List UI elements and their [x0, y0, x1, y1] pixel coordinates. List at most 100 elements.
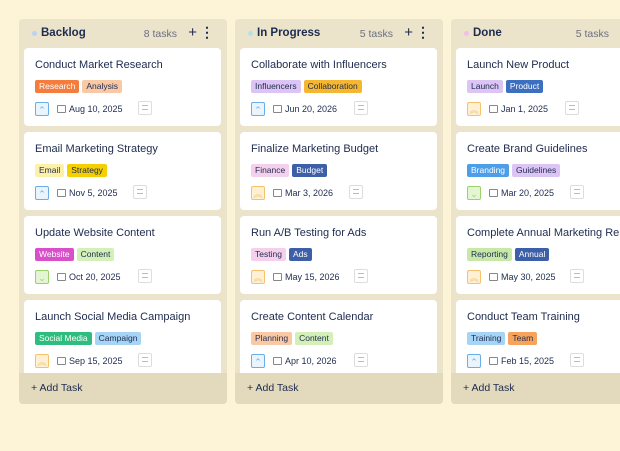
calendar-icon — [489, 273, 498, 281]
task-card[interactable]: Conduct Team Training Training Team ⌃ Feb 15… — [456, 300, 620, 373]
menu-button[interactable]: ⋮ — [416, 24, 430, 40]
tag: Branding — [467, 164, 510, 177]
description-icon[interactable] — [570, 269, 585, 283]
due-date: Apr 10, 2026 — [285, 356, 337, 366]
calendar-icon — [273, 105, 282, 113]
tag: Content — [76, 248, 115, 261]
description-icon[interactable] — [354, 353, 369, 367]
card-title: Conduct Market Research — [35, 59, 163, 71]
tag: Email — [35, 164, 65, 177]
priority-icon[interactable]: ⌃ — [35, 186, 49, 200]
card-title: Collaborate with Influencers — [251, 59, 387, 71]
tag: Testing — [251, 248, 286, 261]
tag: Website — [35, 248, 74, 261]
menu-button[interactable]: ⋮ — [200, 24, 214, 40]
calendar-icon — [57, 105, 66, 113]
column-footer: + Add Task — [451, 373, 620, 404]
due-date: Feb 15, 2025 — [501, 356, 555, 366]
description-icon[interactable] — [570, 185, 585, 199]
task-card[interactable]: Email Marketing Strategy Email Strategy ⌃ No… — [24, 132, 221, 210]
tag: Budget — [292, 164, 328, 177]
task-card[interactable]: Launch Social Media Campaign Social Media… — [24, 300, 221, 373]
due-date: Aug 10, 2025 — [69, 104, 123, 114]
description-icon[interactable] — [349, 185, 364, 199]
task-count: 8 tasks — [143, 28, 177, 40]
task-card[interactable]: Collaborate with Influencers Influencers C… — [240, 48, 437, 126]
priority-icon[interactable]: ⌃ — [467, 354, 481, 368]
tag: Finance — [251, 164, 290, 177]
tag: Training — [467, 332, 506, 345]
tag: Research — [35, 80, 80, 93]
task-card[interactable]: Run A/B Testing for Ads Testing Ads ︽ May 15… — [240, 216, 437, 294]
description-icon[interactable] — [138, 101, 153, 115]
tag-list: Research Analysis — [35, 80, 123, 93]
add-task-button[interactable]: + Add Task — [31, 382, 83, 394]
priority-icon[interactable]: ︽ — [467, 270, 481, 284]
task-card[interactable]: Conduct Market Research Research Analysis ⌃… — [24, 48, 221, 126]
priority-icon[interactable]: ⌃ — [251, 354, 265, 368]
tag-list: Finance Budget — [251, 164, 328, 177]
calendar-icon — [489, 189, 498, 197]
task-card[interactable]: Launch New Product Launch Product ︽ Jan 1, 2… — [456, 48, 620, 126]
tag: Analysis — [82, 80, 123, 93]
description-icon[interactable] — [565, 101, 580, 115]
add-button[interactable]: + — [404, 24, 413, 41]
column: Backlog 8 tasks + ⋮ Conduct Market Research R… — [19, 19, 227, 404]
calendar-icon — [273, 357, 282, 365]
tag: Content — [295, 332, 333, 345]
tag: Guidelines — [512, 164, 561, 177]
tag-list: Planning Content — [251, 332, 333, 345]
tag-list: Launch Product — [467, 80, 544, 93]
card-list: Conduct Market Research Research Analysis ⌃… — [24, 48, 221, 373]
column-header: Backlog 8 tasks + ⋮ — [19, 19, 227, 48]
column-title: Backlog — [41, 27, 86, 39]
calendar-icon — [273, 189, 282, 197]
card-title: Complete Annual Marketing Report — [467, 227, 620, 239]
tag-list: Email Strategy — [35, 164, 107, 177]
status-dot — [32, 31, 37, 36]
due-date: Mar 3, 2026 — [285, 188, 334, 198]
tag: Social Media — [35, 332, 92, 345]
add-button[interactable]: + — [188, 24, 197, 41]
priority-icon[interactable]: ⌃ — [251, 102, 265, 116]
priority-icon[interactable]: ︽ — [467, 102, 481, 116]
tag: Influencers — [251, 80, 301, 93]
priority-icon[interactable]: ︽ — [251, 270, 265, 284]
card-title: Conduct Team Training — [467, 311, 580, 323]
due-date: May 30, 2025 — [501, 272, 556, 282]
tag: Campaign — [94, 332, 142, 345]
add-task-button[interactable]: + Add Task — [463, 382, 515, 394]
card-title: Update Website Content — [35, 227, 155, 239]
tag: Team — [508, 332, 538, 345]
priority-icon[interactable]: ⌄ — [35, 270, 49, 284]
due-date: Jun 20, 2026 — [285, 104, 338, 114]
status-dot — [464, 31, 469, 36]
task-card[interactable]: Create Content Calendar Planning Content ⌃ A… — [240, 300, 437, 373]
tag: Strategy — [67, 164, 107, 177]
task-card[interactable]: Finalize Marketing Budget Finance Budget ︽ M… — [240, 132, 437, 210]
tag: Ads — [288, 248, 312, 261]
card-title: Email Marketing Strategy — [35, 143, 158, 155]
card-list: Launch New Product Launch Product ︽ Jan 1, 2… — [456, 48, 620, 373]
description-icon[interactable] — [354, 269, 369, 283]
priority-icon[interactable]: ⌃ — [35, 102, 49, 116]
add-task-button[interactable]: + Add Task — [247, 382, 299, 394]
task-card[interactable]: Complete Annual Marketing Report Reportin… — [456, 216, 620, 294]
task-card[interactable]: Update Website Content Website Content ⌄ Oct… — [24, 216, 221, 294]
tag-list: Training Team — [467, 332, 538, 345]
task-card[interactable]: Create Brand Guidelines Branding Guideline… — [456, 132, 620, 210]
tag-list: Testing Ads — [251, 248, 312, 261]
calendar-icon — [57, 273, 66, 281]
description-icon[interactable] — [133, 185, 148, 199]
card-title: Create Content Calendar — [251, 311, 374, 323]
description-icon[interactable] — [138, 353, 153, 367]
description-icon[interactable] — [570, 353, 585, 367]
priority-icon[interactable]: ︽ — [251, 186, 265, 200]
priority-icon[interactable]: ︽ — [35, 354, 49, 368]
tag: Reporting — [467, 248, 512, 261]
priority-icon[interactable]: ⌄ — [467, 186, 481, 200]
description-icon[interactable] — [354, 101, 369, 115]
description-icon[interactable] — [138, 269, 153, 283]
tag-list: Branding Guidelines — [467, 164, 561, 177]
